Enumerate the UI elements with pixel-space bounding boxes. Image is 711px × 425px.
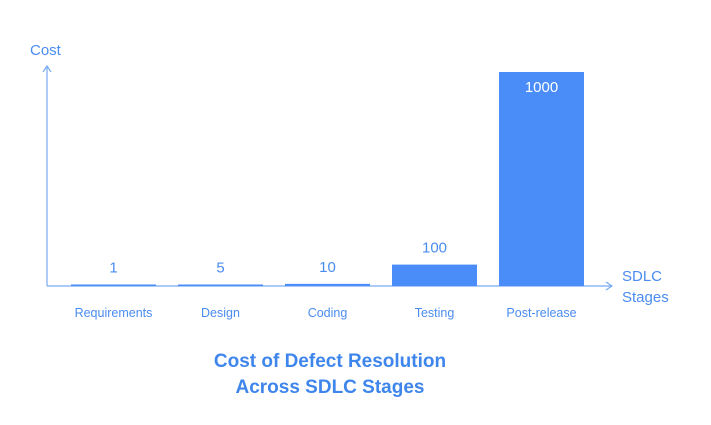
y-axis-arrow-icon <box>42 64 52 73</box>
bar-testing <box>392 264 477 286</box>
data-label: 1 <box>109 260 117 277</box>
x-tick-label: Testing <box>415 306 455 320</box>
data-label: 5 <box>216 260 224 277</box>
bar-coding <box>285 283 370 286</box>
data-label: 1000 <box>525 79 558 96</box>
x-tick-label: Requirements <box>75 306 153 320</box>
x-tick-label: Coding <box>308 306 348 320</box>
y-axis-label: Cost <box>30 42 62 59</box>
x-axis-label-line-2: Stages <box>622 289 669 306</box>
x-tick-label: Design <box>201 306 240 320</box>
bar-post-release <box>499 72 584 286</box>
data-label: 10 <box>319 259 336 276</box>
bar-design <box>178 284 263 286</box>
chart-title-line-2: Across SDLC Stages <box>235 377 425 398</box>
bar-requirements <box>71 284 156 286</box>
chart-title-line-1: Cost of Defect Resolution <box>213 351 447 372</box>
x-axis-arrow-icon <box>605 281 614 291</box>
x-tick-label: Post-release <box>506 306 576 320</box>
data-label: 100 <box>422 240 447 257</box>
x-axis-label-line-1: SDLC <box>622 268 662 285</box>
